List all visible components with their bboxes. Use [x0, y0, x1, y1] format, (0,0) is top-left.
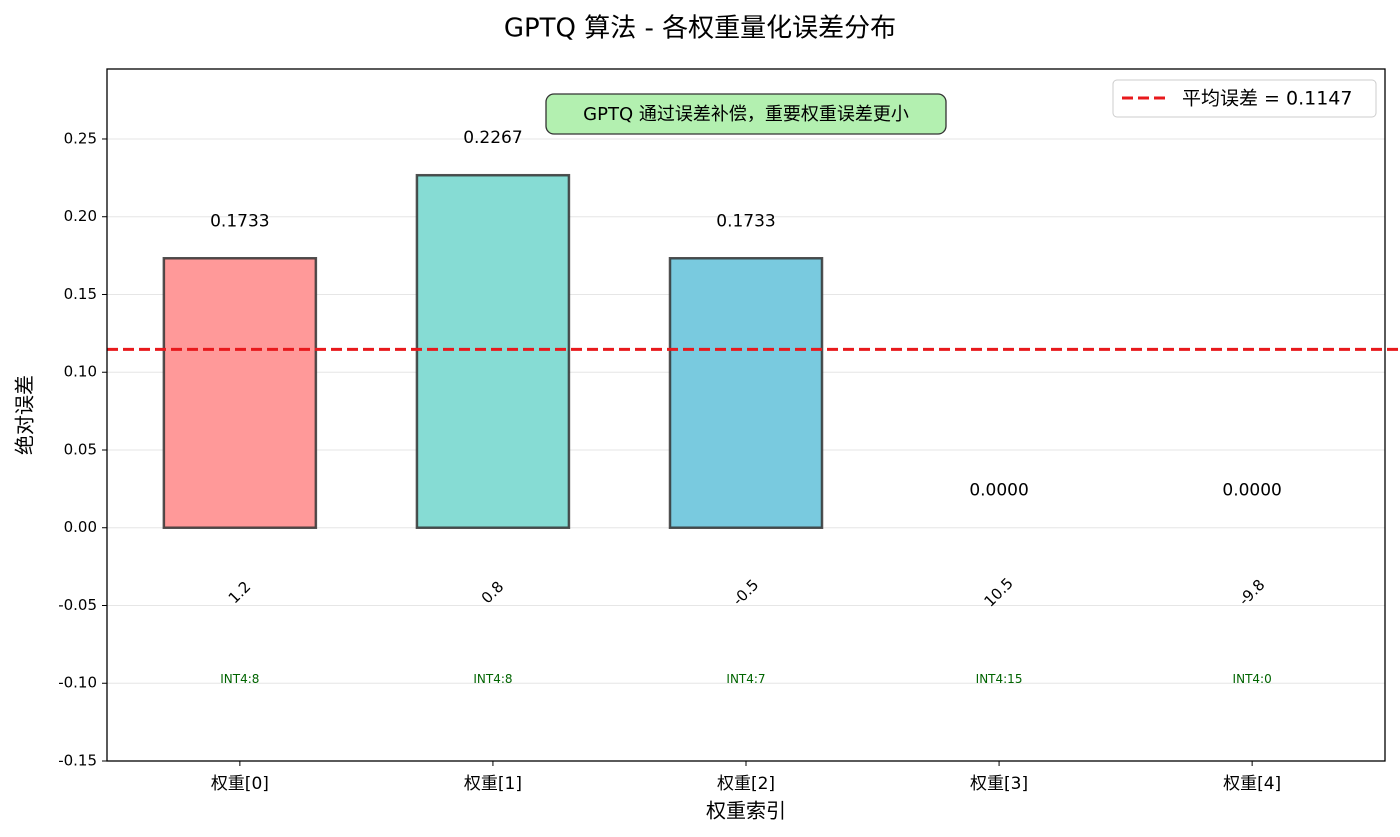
bar [415, 173, 571, 529]
y-tick-label: -0.15 [58, 752, 97, 770]
legend-label: 平均误差 = 0.1147 [1182, 88, 1352, 110]
x-tick-label: 权重[2] [717, 774, 775, 794]
annotation: GPTQ 通过误差补偿，重要权重误差更小 [583, 104, 909, 125]
value-label: 0.1733 [716, 211, 775, 231]
bar [668, 257, 824, 529]
x-axis-label: 权重索引 [706, 799, 786, 823]
quant-label: INT4:15 [976, 672, 1023, 686]
y-tick-label: 0.00 [64, 518, 97, 536]
annotation-box [545, 93, 947, 135]
y-tick-label: 0.20 [64, 207, 97, 225]
x-tick-label: 权重[3] [970, 774, 1028, 794]
value-label: 0.1733 [210, 211, 269, 231]
x-tick-label: 权重[1] [464, 774, 522, 794]
y-axis-label: 绝对误差 [13, 375, 37, 455]
value-label: 0.0000 [1222, 481, 1281, 501]
x-tick-label: 权重[4] [1223, 774, 1281, 794]
bar [162, 257, 318, 529]
x-tick-label: 权重[0] [211, 774, 269, 794]
legend-box [1112, 79, 1377, 118]
y-tick-label: -0.05 [58, 596, 97, 614]
quant-label: INT4:0 [1233, 672, 1272, 686]
y-tick-label: 0.25 [64, 129, 97, 147]
chart-title: GPTQ 算法 - 各权重量化误差分布 [504, 14, 896, 44]
value-label: 0.2267 [463, 128, 522, 148]
y-tick-label: 0.05 [64, 440, 97, 458]
plot-frame [106, 68, 1386, 762]
y-tick-label: -0.10 [58, 674, 97, 692]
y-tick-label: 0.10 [64, 363, 97, 381]
quant-label: INT4:7 [726, 672, 765, 686]
quant-label: INT4:8 [220, 672, 259, 686]
quant-label: INT4:8 [473, 672, 512, 686]
value-label: 0.0000 [969, 481, 1028, 501]
y-tick-label: 0.15 [64, 285, 97, 303]
